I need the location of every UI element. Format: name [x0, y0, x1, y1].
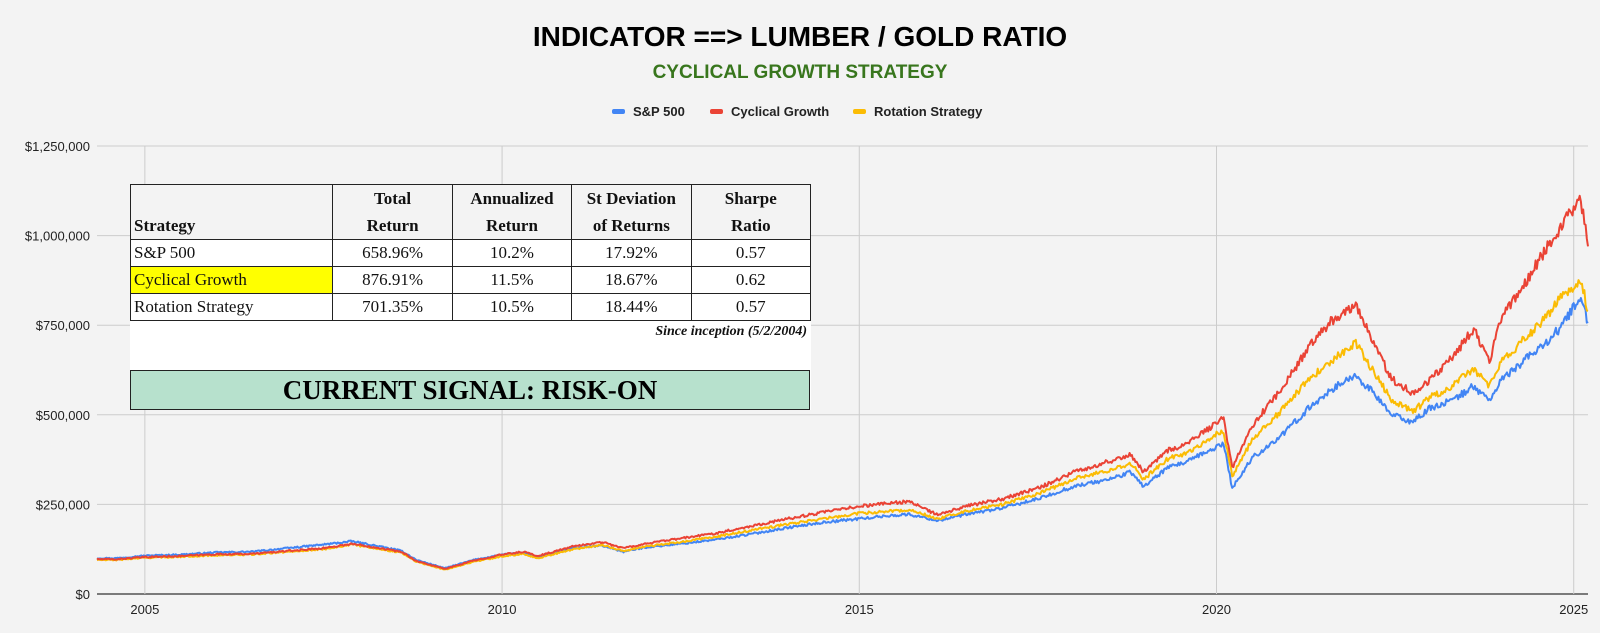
header-st-deviation: St Deviation of Returns: [571, 184, 692, 240]
legend-label: Cyclical Growth: [731, 104, 829, 119]
row-total-return: 876.91%: [332, 266, 453, 294]
x-tick-label: 2015: [845, 602, 874, 617]
series-lines: [96, 194, 1589, 571]
row-annualized-return: 10.2%: [451, 239, 573, 267]
stats-table: Strategy Total Return Annualized Return St…: [129, 184, 812, 321]
legend-label: Rotation Strategy: [874, 104, 983, 119]
header-sharpe-ratio: Sharpe Ratio: [690, 184, 812, 240]
row-sharpe-ratio: 0.57: [690, 239, 812, 267]
row-annualized-return: 11.5%: [451, 266, 573, 294]
x-tick-label: 2010: [488, 602, 517, 617]
stats-panel: Strategy Total Return Annualized Return St…: [129, 184, 812, 410]
legend-swatch: [612, 109, 625, 114]
table-row: Rotation Strategy 701.35% 10.5% 18.44% 0…: [129, 293, 812, 321]
legend-swatch: [710, 109, 723, 114]
table-row: S&P 500 658.96% 10.2% 17.92% 0.57: [129, 239, 812, 267]
x-tick-label: 2025: [1559, 602, 1588, 617]
y-tick-label: $250,000: [36, 497, 90, 512]
y-tick-label: $1,250,000: [25, 139, 90, 154]
row-annualized-return: 10.5%: [451, 293, 573, 321]
chart-title: INDICATOR ==> LUMBER / GOLD RATIO: [533, 21, 1067, 52]
legend-label: S&P 500: [633, 104, 685, 119]
legend: S&P 500 Cyclical Growth Rotation Strategy: [612, 104, 983, 119]
header-strategy: Strategy: [129, 184, 334, 240]
header-annualized-return: Annualized Return: [451, 184, 573, 240]
stats-header-row: Strategy Total Return Annualized Return St…: [129, 184, 812, 240]
row-st-deviation: 18.67%: [571, 266, 692, 294]
series-line-s-p-500: [96, 297, 1589, 569]
x-tick-label: 2005: [130, 602, 159, 617]
y-tick-label: $500,000: [36, 408, 90, 423]
inception-note: Since inception (5/2/2004): [655, 324, 807, 339]
x-tick-label: 2020: [1202, 602, 1231, 617]
row-strategy-name-highlighted: Cyclical Growth: [129, 266, 334, 294]
series-line-cyclical-growth: [96, 194, 1589, 570]
chart-subtitle: CYCLICAL GROWTH STRATEGY: [653, 62, 948, 83]
x-axis-ticks: 2005 2010 2015 2020 2025: [130, 602, 1588, 617]
y-tick-label: $750,000: [36, 318, 90, 333]
header-total-return: Total Return: [332, 184, 453, 240]
table-row: Cyclical Growth 876.91% 11.5% 18.67% 0.6…: [129, 266, 812, 294]
legend-swatch: [853, 109, 866, 114]
row-total-return: 658.96%: [332, 239, 453, 267]
row-total-return: 701.35%: [332, 293, 453, 321]
y-axis-ticks: $0 $250,000 $500,000 $750,000 $1,000,000 $1,2…: [25, 139, 90, 602]
y-tick-label: $0: [76, 587, 90, 602]
row-strategy-name: S&P 500: [129, 239, 334, 267]
row-strategy-name: Rotation Strategy: [129, 293, 334, 321]
current-signal-banner: CURRENT SIGNAL: RISK-ON: [130, 370, 810, 410]
row-st-deviation: 17.92%: [571, 239, 692, 267]
row-sharpe-ratio: 0.57: [690, 293, 812, 321]
row-st-deviation: 18.44%: [571, 293, 692, 321]
y-tick-label: $1,000,000: [25, 229, 90, 244]
row-sharpe-ratio: 0.62: [690, 266, 812, 294]
